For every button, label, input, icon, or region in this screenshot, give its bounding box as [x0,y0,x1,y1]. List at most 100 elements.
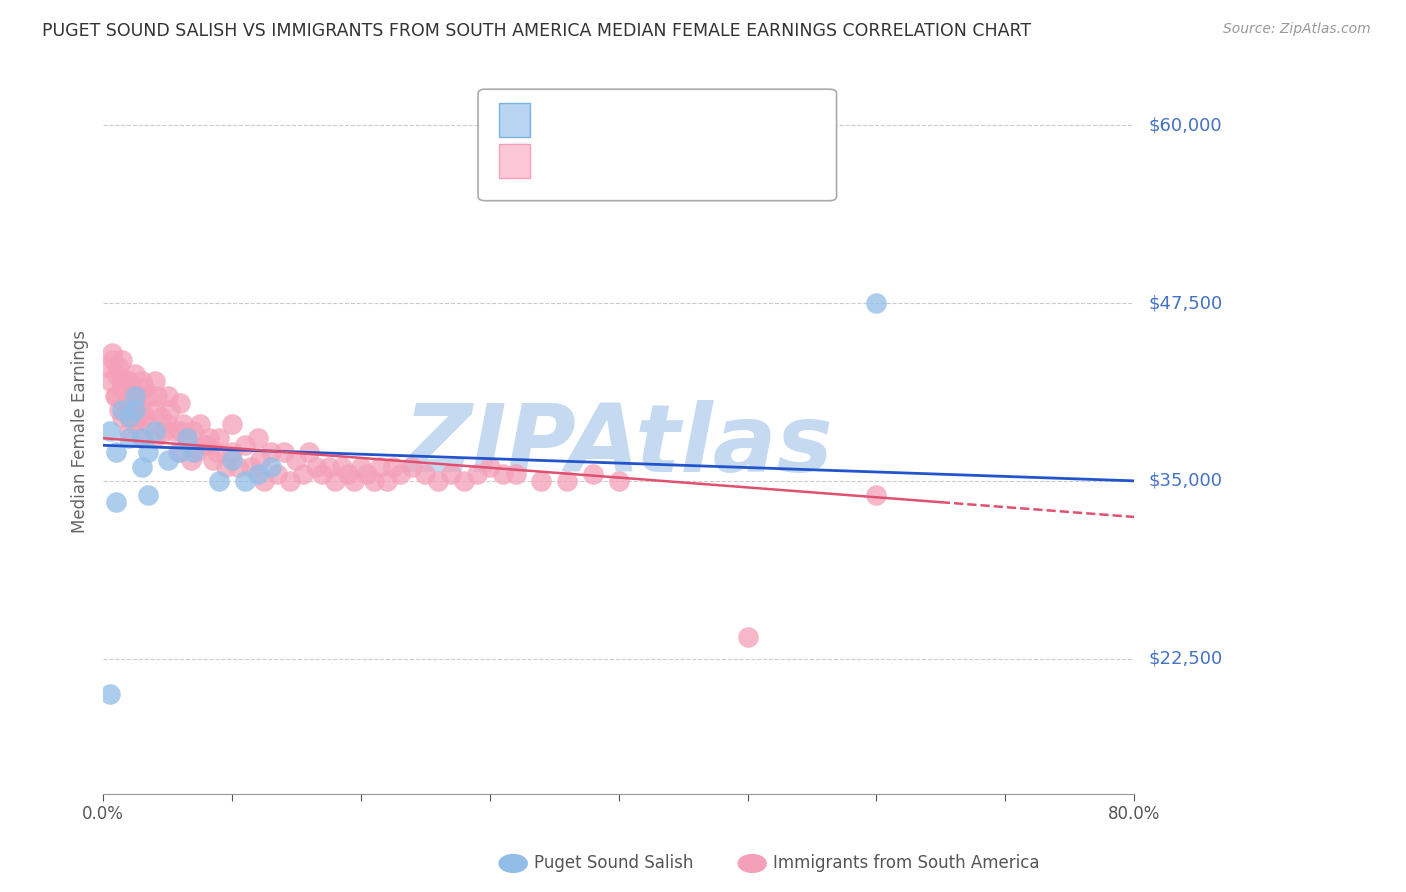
Point [143,431,166,445]
Point [205,445,228,459]
Text: $22,500: $22,500 [1149,649,1222,667]
Point [193,438,215,452]
Point [105,388,128,402]
Point [134,381,156,395]
Point [98,424,121,438]
Point [555,474,578,488]
Point [291,467,314,481]
Point [111,381,134,395]
Point [115,395,138,409]
Point [143,375,166,389]
Point [107,402,129,417]
Point [146,388,169,402]
Text: R =: R = [538,112,572,129]
Point [136,417,159,431]
Point [401,459,423,474]
Point [105,368,128,382]
Point [104,388,127,402]
Point [246,431,269,445]
Point [118,431,141,445]
Point [131,402,153,417]
Point [105,445,128,459]
Point [330,459,353,474]
Text: 24: 24 [718,112,744,129]
Point [136,388,159,402]
Point [607,474,630,488]
Point [124,388,146,402]
Point [131,375,153,389]
Point [110,375,132,389]
Point [865,296,887,310]
Point [221,445,243,459]
Point [201,452,224,467]
Point [143,402,166,417]
Point [105,495,128,509]
Point [124,417,146,431]
Point [153,424,176,438]
Point [183,445,205,459]
Point [124,402,146,417]
Point [208,474,231,488]
Point [101,346,124,360]
Point [233,474,256,488]
Point [169,424,191,438]
Point [163,424,186,438]
Point [530,474,553,488]
Point [249,452,271,467]
Point [260,459,283,474]
Text: Source: ZipAtlas.com: Source: ZipAtlas.com [1223,22,1371,37]
Point [388,467,411,481]
Point [121,409,143,424]
Text: R =: R = [538,152,572,169]
Point [118,375,141,389]
Point [311,467,333,481]
Point [737,630,759,644]
Text: 102: 102 [718,152,756,169]
Point [131,431,153,445]
Point [318,459,340,474]
Point [180,452,202,467]
Point [350,459,373,474]
Point [111,409,134,424]
Text: Immigrants from South America: Immigrants from South America [773,855,1040,872]
Point [298,445,321,459]
Text: $35,000: $35,000 [1149,472,1222,490]
Text: N =: N = [672,112,706,129]
Point [221,452,243,467]
Point [128,409,150,424]
Point [156,388,179,402]
Point [124,368,146,382]
Point [134,409,156,424]
Point [195,438,218,452]
Point [478,459,501,474]
Point [111,402,134,417]
Point [246,467,269,481]
Point [107,360,129,375]
Point [127,388,149,402]
Point [198,431,221,445]
Text: N =: N = [672,152,706,169]
Point [208,431,231,445]
Point [159,402,181,417]
Point [136,445,159,459]
Point [131,431,153,445]
Point [156,452,179,467]
Point [221,417,243,431]
Point [111,353,134,368]
Point [266,467,288,481]
Point [169,445,191,459]
Text: $60,000: $60,000 [1149,116,1222,135]
Point [184,445,207,459]
Point [233,438,256,452]
Point [453,474,475,488]
Point [865,488,887,502]
Point [103,353,125,368]
Point [492,467,515,481]
Point [183,424,205,438]
Point [278,474,301,488]
Y-axis label: Median Female Earnings: Median Female Earnings [72,330,89,533]
Text: -0.113: -0.113 [581,112,645,129]
Point [415,467,437,481]
Point [356,467,378,481]
Point [150,409,173,424]
